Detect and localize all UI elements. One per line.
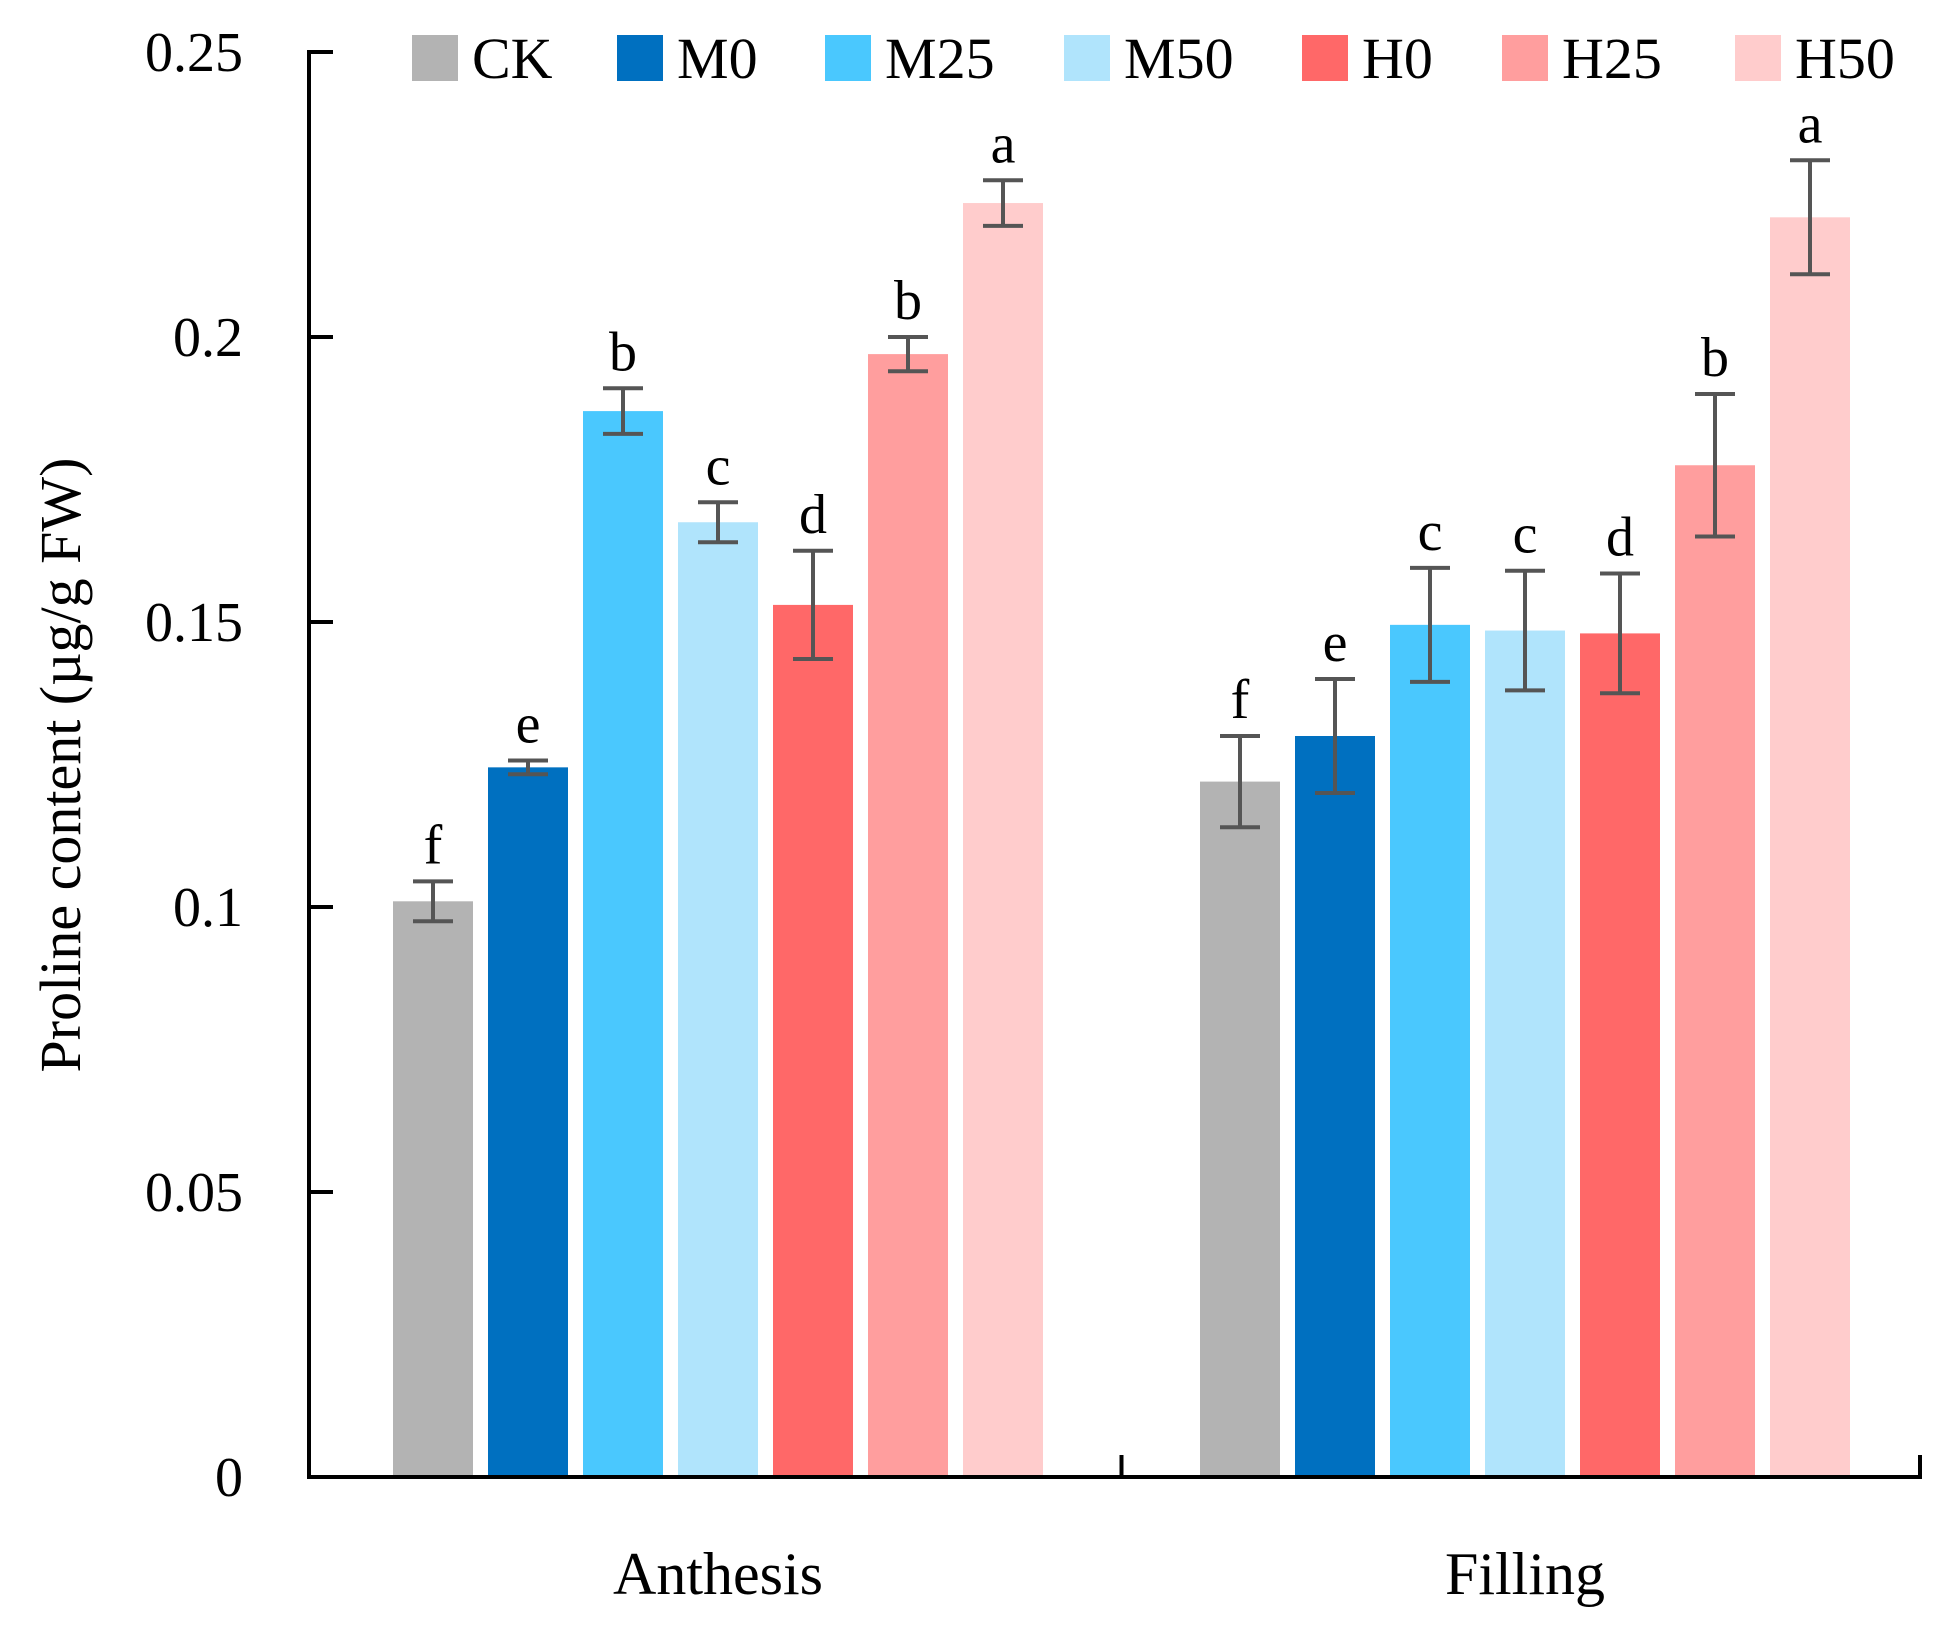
bar-anthesis-m50	[678, 522, 758, 1477]
legend-swatch-ck	[412, 35, 458, 81]
bar-filling-m25	[1390, 624, 1470, 1477]
legend-swatch-h25	[1502, 35, 1548, 81]
bar-anthesis-ck	[393, 901, 473, 1477]
legend-label-h0: H0	[1362, 26, 1433, 91]
x-category-label-filling: Filling	[1445, 1541, 1605, 1607]
bars-layer	[393, 203, 1850, 1478]
legend-label-m50: M50	[1124, 26, 1234, 91]
significance-label-filling-h50: a	[1798, 93, 1823, 155]
significance-label-filling-h0: d	[1606, 507, 1634, 569]
legend-swatch-m50	[1064, 35, 1110, 81]
significance-label-anthesis-m0: e	[516, 694, 541, 756]
significance-label-filling-ck: f	[1231, 669, 1250, 731]
error-bars-layer	[413, 158, 1830, 924]
significance-label-filling-m50: c	[1513, 504, 1538, 566]
legend-swatch-h0	[1302, 35, 1348, 81]
legend: CK M0 M25 M50 H0 H25 H50	[412, 26, 1895, 91]
significance-label-filling-m0: e	[1323, 612, 1348, 674]
significance-label-anthesis-m25: b	[609, 321, 637, 383]
bar-filling-m0	[1295, 736, 1375, 1477]
y-tick-label-5: 0.25	[145, 22, 243, 84]
bar-anthesis-h50	[963, 203, 1043, 1477]
bar-filling-h50	[1770, 217, 1850, 1477]
y-axis-title: Proline content (µg/g FW)	[28, 458, 93, 1073]
y-tick-label-4: 0.2	[173, 307, 243, 369]
legend-swatch-m0	[617, 35, 663, 81]
legend-swatch-h50	[1735, 35, 1781, 81]
bar-anthesis-h25	[868, 354, 948, 1478]
significance-label-anthesis-ck: f	[424, 814, 443, 876]
significance-label-anthesis-h25: b	[894, 270, 922, 332]
axes-layer: 0 0.05 0.1 0.15 0.2 0.25 Anthesis Filling	[145, 22, 1922, 1607]
bar-anthesis-m0	[488, 767, 568, 1477]
bar-filling-ck	[1200, 781, 1280, 1477]
x-category-label-anthesis: Anthesis	[613, 1541, 823, 1607]
significance-label-filling-m25: c	[1418, 501, 1443, 563]
bar-anthesis-h0	[773, 604, 853, 1477]
legend-label-m0: M0	[677, 26, 758, 91]
significance-label-anthesis-h0: d	[799, 484, 827, 546]
significance-label-anthesis-h50: a	[991, 113, 1016, 175]
significance-label-filling-h25: b	[1701, 327, 1729, 389]
legend-label-h50: H50	[1795, 26, 1895, 91]
y-tick-label-3: 0.15	[145, 592, 243, 654]
legend-label-m25: M25	[885, 26, 995, 91]
y-tick-label-1: 0.05	[145, 1162, 243, 1224]
significance-label-anthesis-m50: c	[706, 435, 731, 497]
y-tick-label-2: 0.1	[173, 877, 243, 939]
bar-filling-h0	[1580, 633, 1660, 1477]
legend-label-h25: H25	[1562, 26, 1662, 91]
significance-labels-layer: f e b c d b a f e c c d b a	[424, 93, 1823, 876]
bar-filling-m50	[1485, 630, 1565, 1477]
legend-swatch-m25	[825, 35, 871, 81]
y-tick-label-0: 0	[215, 1447, 243, 1509]
legend-label-ck: CK	[472, 26, 553, 91]
bar-filling-h25	[1675, 465, 1755, 1477]
bar-anthesis-m25	[583, 411, 663, 1478]
